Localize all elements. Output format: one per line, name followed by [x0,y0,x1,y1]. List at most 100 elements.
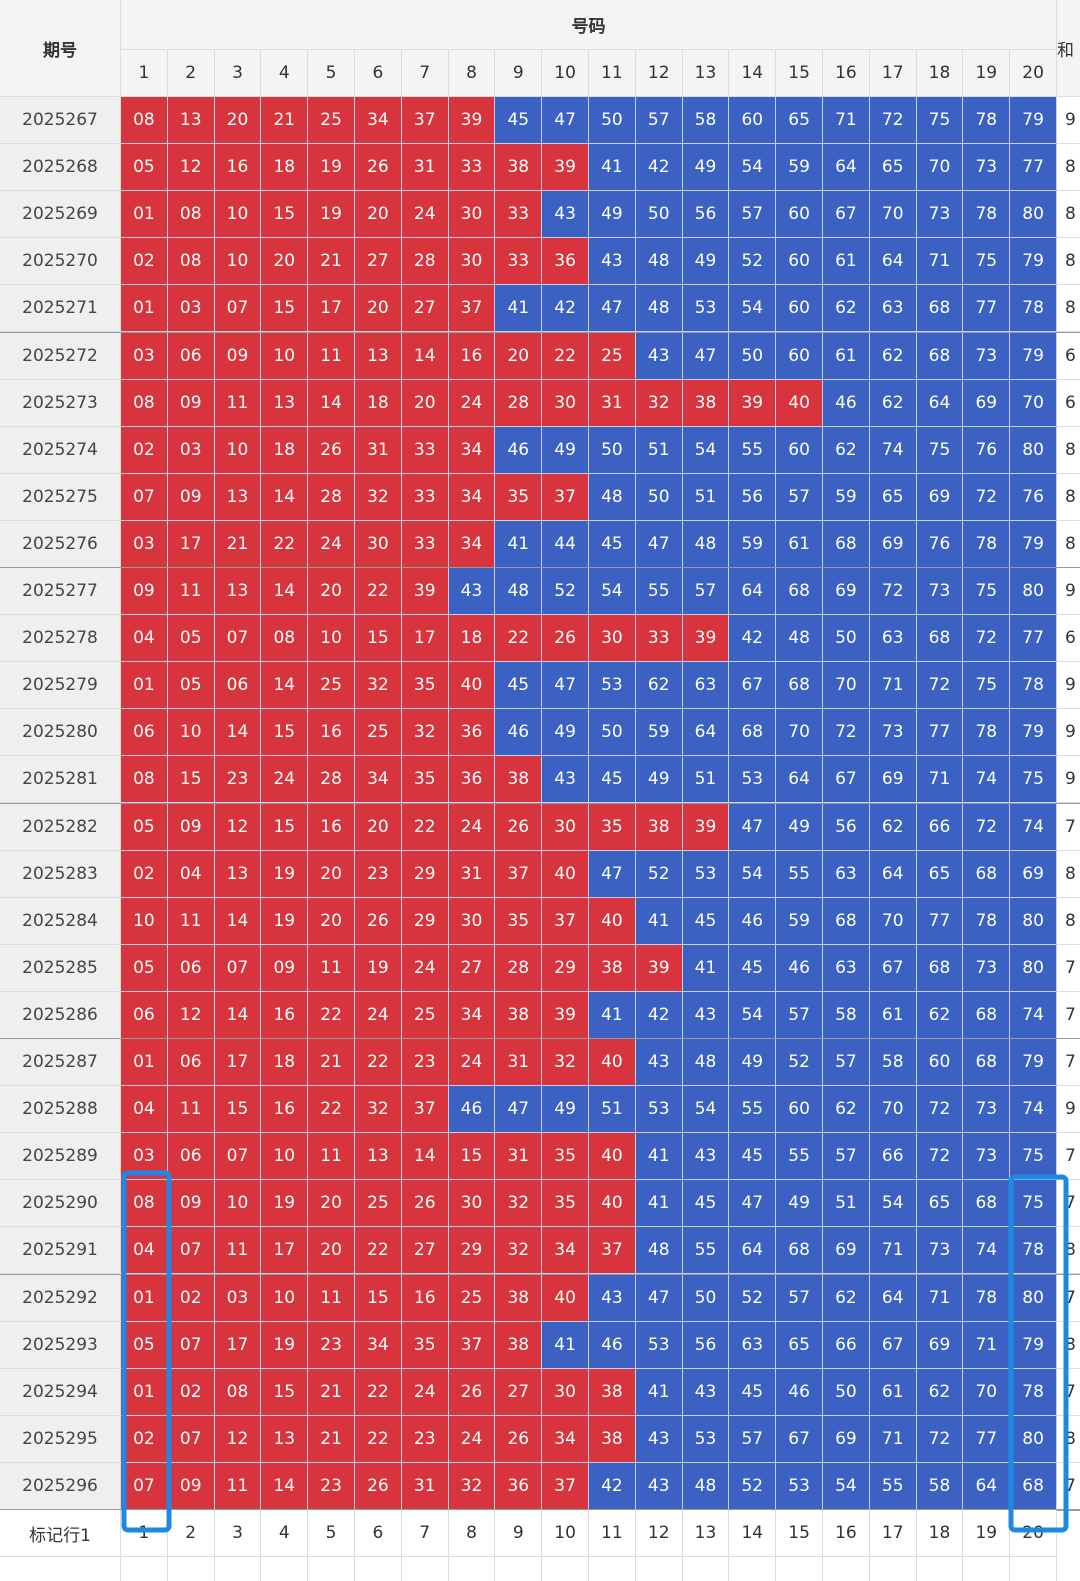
number-cell: 35 [401,1321,449,1369]
sum-cell: 7 [1057,803,1080,851]
number-cell: 78 [963,191,1011,239]
number-cell: 52 [635,850,683,898]
number-cell: 78 [963,97,1011,145]
number-cell: 53 [682,850,730,898]
number-cell: 30 [355,520,402,568]
number-cell: 61 [869,1368,917,1416]
number-cell: 24 [448,1415,496,1463]
period: 2025293 [0,1321,121,1369]
number-cell: 54 [729,850,777,898]
period: 2025278 [0,615,121,663]
number-cell: 72 [963,803,1011,851]
period: 2025287 [0,1039,121,1087]
footer-number: 10 [542,1510,589,1557]
footer-number: 17 [869,1510,917,1557]
number-cell: 07 [214,615,262,663]
number-cell: 54 [729,144,777,192]
number-cell: 45 [729,944,777,992]
number-cell: 50 [682,1274,730,1322]
number-cell: 43 [542,191,589,239]
number-cell: 63 [682,662,730,710]
column-number: 14 [729,50,777,97]
number-cell: 49 [589,191,636,239]
number-cell: 33 [448,144,496,192]
number-cell: 41 [589,991,636,1039]
number-cell: 37 [401,97,449,145]
number-cell: 27 [448,944,496,992]
number-cell: 57 [823,1039,870,1087]
number-cell: 43 [682,1133,730,1181]
number-cell: 34 [355,756,402,804]
number-cell: 31 [589,379,636,427]
number-cell: 71 [916,238,964,286]
number-cell: 32 [635,379,683,427]
number-cell: 06 [167,1133,215,1181]
number-cell: 47 [542,662,589,710]
number-cell: 02 [121,426,168,474]
number-cell: 70 [869,897,917,945]
period: 2025275 [0,473,121,521]
footer-number: 3 [214,1510,262,1557]
number-cell: 12 [214,803,262,851]
number-cell: 79 [1010,1039,1057,1087]
period: 2025294 [0,1368,121,1416]
number-cell: 63 [869,285,917,333]
number-cell: 48 [635,285,683,333]
number-cell: 69 [1010,850,1057,898]
number-cell: 24 [355,991,402,1039]
number-cell: 28 [401,238,449,286]
number-cell: 24 [308,520,355,568]
number-cell: 78 [1010,662,1057,710]
number-cell: 59 [635,709,683,757]
number-cell: 50 [823,615,870,663]
number-cell: 78 [1010,1368,1057,1416]
number-cell: 06 [121,709,168,757]
sum-cell: 9 [1057,97,1080,145]
number-cell: 37 [448,285,496,333]
number-cell: 11 [167,1086,215,1134]
number-cell: 13 [167,97,215,145]
number-cell: 34 [448,520,496,568]
footer-number: 5 [308,1510,355,1557]
number-cell: 11 [308,1274,355,1322]
number-cell: 12 [167,991,215,1039]
number-cell: 14 [214,991,262,1039]
number-cell: 15 [448,1133,496,1181]
number-cell: 34 [542,1227,589,1275]
period: 2025282 [0,803,121,851]
footer-number: 20 [1010,1510,1057,1557]
number-cell: 10 [167,709,215,757]
number-cell: 76 [916,520,964,568]
number-cell: 25 [308,97,355,145]
number-cell: 50 [635,473,683,521]
column-number: 5 [308,50,355,97]
number-cell: 23 [308,1321,355,1369]
number-cell: 57 [823,1133,870,1181]
number-cell: 33 [495,191,543,239]
number-cell: 63 [823,944,870,992]
number-cell: 11 [214,1227,262,1275]
empty-cell [963,1557,1011,1581]
number-cell: 23 [401,1039,449,1087]
number-cell: 07 [167,1415,215,1463]
number-cell: 52 [729,1462,777,1510]
sum-cell: 6 [1057,615,1080,663]
number-cell: 10 [121,897,168,945]
number-cell: 53 [729,756,777,804]
number-cell: 46 [729,897,777,945]
number-cell: 67 [823,191,870,239]
number-cell: 41 [635,1133,683,1181]
column-number: 20 [1010,50,1057,97]
sum-cell: 8 [1057,144,1080,192]
number-cell: 02 [121,238,168,286]
number-cell: 13 [214,473,262,521]
number-cell: 29 [401,897,449,945]
number-cell: 16 [261,991,309,1039]
number-cell: 08 [121,379,168,427]
period: 2025292 [0,1274,121,1322]
sum-header: 和 [1057,0,1080,97]
number-cell: 34 [448,426,496,474]
number-cell: 25 [448,1274,496,1322]
number-cell: 64 [729,568,777,616]
number-cell: 05 [121,944,168,992]
